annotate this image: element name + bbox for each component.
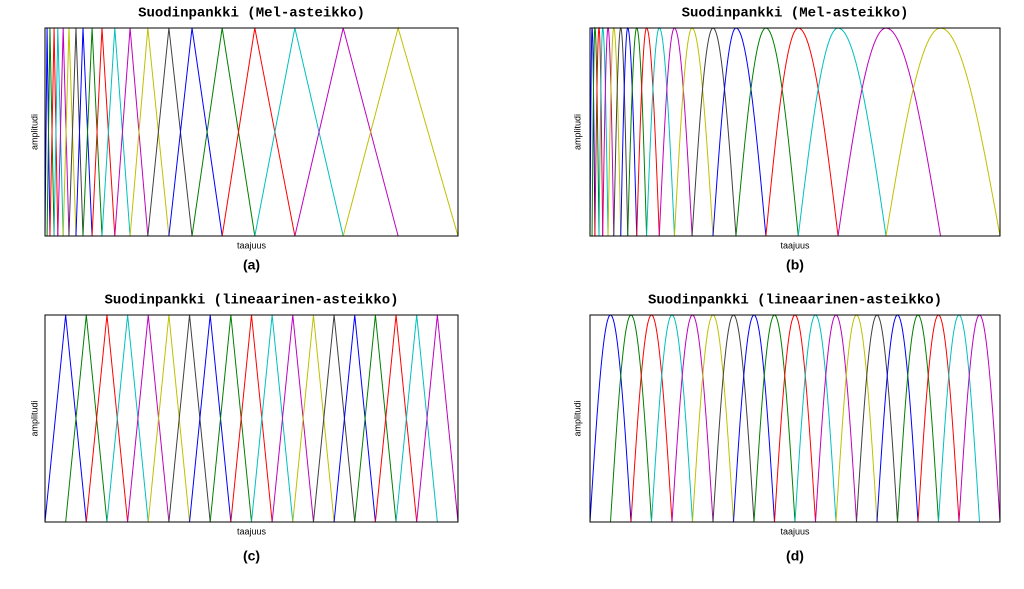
- filter: [57, 27, 70, 237]
- plot-frame: [589, 27, 1001, 237]
- x-axis-label: taajuus: [780, 526, 810, 536]
- filter: [691, 27, 737, 237]
- filter: [374, 314, 418, 523]
- filter: [794, 314, 837, 523]
- filter: [958, 314, 1001, 523]
- filter: [815, 314, 857, 523]
- filter: [312, 314, 356, 523]
- chart-title: Suodinpankki (lineaarinen-asteikko): [104, 293, 398, 309]
- x-axis-label: taajuus: [237, 526, 267, 536]
- filter: [129, 27, 170, 237]
- filter: [837, 27, 942, 237]
- filter: [692, 314, 734, 523]
- filter: [733, 314, 775, 523]
- filter: [106, 314, 149, 523]
- filter: [114, 27, 149, 237]
- filter: [589, 314, 632, 523]
- filter: [671, 314, 714, 523]
- filter: [917, 314, 960, 523]
- filter: [68, 27, 84, 237]
- filter: [735, 27, 799, 237]
- filter: [774, 314, 816, 523]
- y-axis-label: amplitudi: [572, 400, 582, 436]
- filter: [753, 314, 796, 523]
- filter: [885, 27, 1001, 237]
- filter: [44, 314, 87, 523]
- filter: [342, 26, 459, 237]
- filter: [712, 314, 755, 523]
- filter: [189, 314, 232, 523]
- filter: [416, 314, 459, 523]
- caption: (d): [786, 548, 804, 564]
- filter: [209, 314, 252, 523]
- filter: [254, 27, 344, 237]
- filter: [147, 27, 193, 237]
- filter: [395, 314, 438, 523]
- filter: [168, 314, 211, 523]
- filter: [230, 314, 273, 523]
- filter: [221, 27, 296, 237]
- y-axis-label: amplitudi: [572, 114, 582, 150]
- filter: [147, 314, 191, 523]
- chart-title: Suodinpankki (Mel-asteikko): [138, 6, 365, 22]
- filter: [856, 314, 898, 523]
- filter: [354, 314, 397, 523]
- plot-frame: [44, 27, 459, 237]
- y-axis-label: amplitudi: [29, 114, 39, 150]
- filter: [938, 314, 980, 523]
- x-axis-label: taajuus: [237, 240, 267, 250]
- filter: [251, 314, 294, 523]
- chart-title: Suodinpankki (Mel-asteikko): [682, 6, 909, 22]
- filter: [897, 314, 939, 523]
- filter: [835, 314, 878, 523]
- x-axis-label: taajuus: [780, 240, 810, 250]
- filter: [191, 27, 256, 237]
- filter: [85, 314, 129, 523]
- filter: [294, 27, 399, 237]
- filter: [127, 314, 170, 523]
- caption: (b): [786, 257, 804, 273]
- filter: [333, 314, 376, 523]
- filter: [610, 314, 652, 523]
- caption: (a): [243, 257, 260, 273]
- chart-title: Suodinpankki (lineaarinen-asteikko): [648, 293, 942, 309]
- filter: [168, 27, 223, 237]
- y-axis-label: amplitudi: [29, 400, 39, 436]
- plot-frame: [589, 314, 1001, 523]
- filter: [101, 27, 131, 237]
- filter: [630, 314, 673, 523]
- filter: [271, 314, 314, 523]
- caption: (c): [243, 548, 260, 564]
- filter: [65, 314, 108, 523]
- plot-frame: [44, 314, 459, 523]
- filter: [876, 314, 919, 523]
- filter: [292, 314, 335, 523]
- filter: [82, 27, 103, 237]
- filter: [651, 314, 693, 523]
